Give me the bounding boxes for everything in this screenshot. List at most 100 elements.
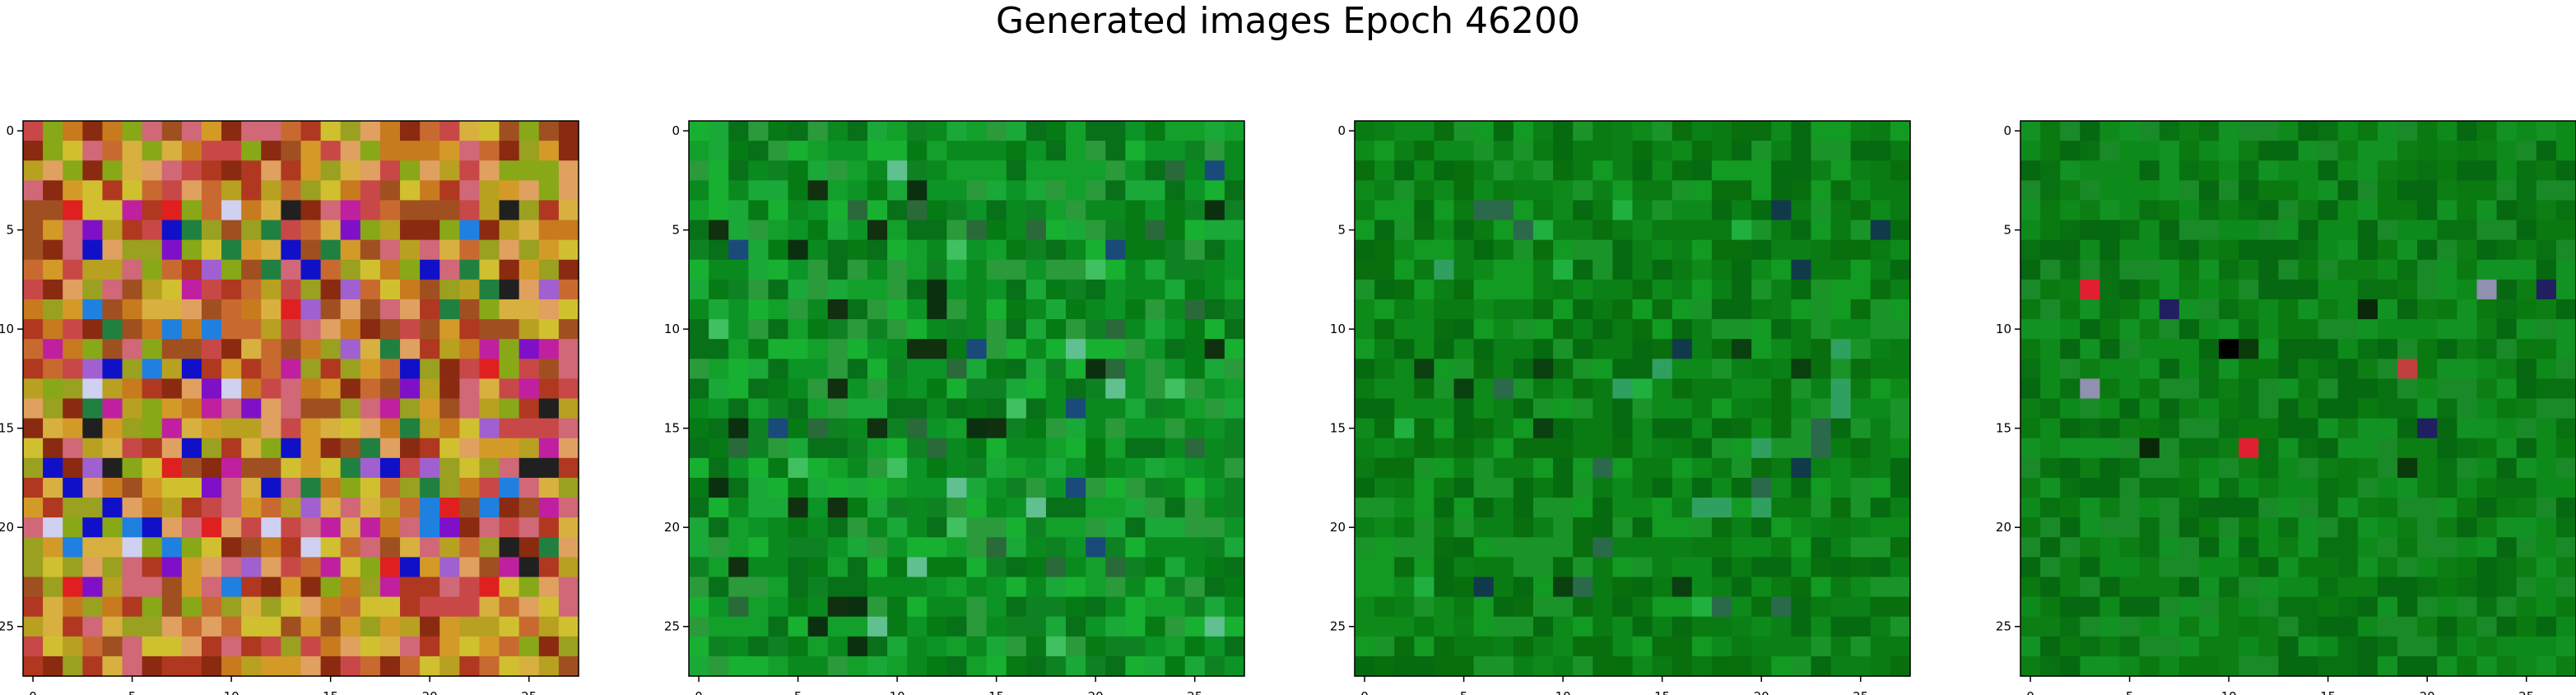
pixel-cell: [1573, 239, 1593, 261]
pixel-cell: [2239, 557, 2259, 578]
pixel-cell: [340, 477, 361, 498]
pixel-cell: [479, 359, 500, 379]
pixel-cell: [420, 498, 440, 518]
pixel-cell: [2278, 418, 2299, 439]
pixel-cell: [1374, 180, 1395, 202]
pixel-cell: [379, 378, 401, 400]
pixel-cell: [1890, 517, 1911, 538]
pixel-cell: [1165, 141, 1186, 161]
pixel-cell: [439, 477, 460, 498]
pixel-cell: [2457, 616, 2478, 637]
pixel-cell: [161, 577, 183, 598]
pixel-cell: [43, 398, 63, 419]
pixel-cell: [1145, 477, 1166, 498]
pixel-cell: [1732, 279, 1752, 300]
pixel-cell: [768, 279, 789, 300]
pixel-cell: [2159, 180, 2180, 202]
pixel-cell: [1105, 596, 1126, 618]
pixel-cell: [946, 378, 968, 400]
pixel-cell: [1473, 656, 1495, 677]
pixel-cell: [1025, 398, 1047, 419]
pixel-cell: [2020, 517, 2041, 538]
pixel-cell: [1394, 577, 1415, 598]
pixel-cell: [1414, 220, 1435, 241]
pixel-cell: [807, 299, 829, 320]
pixel-cell: [1165, 577, 1186, 598]
pixel-cell: [2020, 537, 2041, 558]
pixel-cell: [2516, 596, 2537, 618]
pixel-cell: [1473, 160, 1495, 181]
pixel-cell: [2457, 121, 2478, 141]
pixel-cell: [1612, 220, 1634, 241]
pixel-cell: [2198, 438, 2220, 459]
pixel-cell: [2476, 616, 2498, 637]
pixel-cell: [986, 457, 1007, 479]
pixel-cell: [1751, 418, 1772, 439]
pixel-cell: [1066, 160, 1086, 181]
pixel-cell: [2278, 239, 2299, 261]
pixel-cell: [360, 299, 381, 320]
pixel-cell: [2377, 438, 2398, 459]
pixel-cell: [1691, 636, 1713, 657]
pixel-cell: [2457, 498, 2478, 518]
pixel-cell: [2040, 656, 2061, 677]
pixel-cell: [1224, 636, 1245, 657]
pixel-cell: [689, 457, 709, 479]
pixel-cell: [2020, 220, 2041, 241]
pixel-cell: [887, 378, 908, 400]
pixel-cell: [709, 160, 729, 181]
pixel-cell: [1025, 279, 1047, 300]
pixel-cell: [728, 359, 749, 379]
pixel-cell: [1751, 279, 1772, 300]
pixel-cell: [2516, 537, 2537, 558]
pixel-cell: [2357, 498, 2378, 518]
pixel-cell: [2298, 339, 2319, 359]
pixel-cell: [2278, 596, 2299, 618]
pixel-cell: [1045, 517, 1067, 538]
pixel-cell: [1771, 656, 1792, 677]
pixel-cell: [2397, 517, 2418, 538]
pixel-cell: [2258, 616, 2279, 637]
pixel-cell: [788, 279, 809, 300]
pixel-cell: [181, 616, 202, 637]
pixel-cell: [1473, 438, 1495, 459]
pixel-cell: [927, 160, 947, 181]
pixel-cell: [2536, 200, 2557, 221]
pixel-cell: [43, 220, 63, 241]
pixel-cell: [2555, 616, 2576, 637]
pixel-cell: [2198, 299, 2220, 320]
pixel-cell: [1612, 141, 1634, 161]
pixel-cell: [2516, 398, 2537, 419]
pixel-cell: [2437, 121, 2457, 141]
pixel-cell: [1791, 319, 1812, 340]
pixel-cell: [2476, 160, 2498, 181]
pixel-cell: [518, 359, 540, 379]
pixel-cell: [1612, 378, 1634, 400]
pixel-cell: [340, 457, 361, 479]
pixel-cell: [2020, 180, 2041, 202]
pixel-cell: [1711, 378, 1732, 400]
pixel-cell: [1751, 220, 1772, 241]
pixel-cell: [2555, 359, 2576, 379]
pixel-cell: [320, 259, 342, 280]
pixel-cell: [2159, 537, 2180, 558]
pixel-cell: [2040, 557, 2061, 578]
pixel-cell: [499, 596, 520, 618]
pixel-cell: [2437, 457, 2457, 479]
pixel-cell: [1573, 121, 1593, 141]
pixel-cell: [2060, 180, 2081, 202]
pixel-cell: [420, 141, 440, 161]
pixel-cell: [82, 180, 104, 202]
pixel-cell: [320, 438, 342, 459]
pixel-cell: [1434, 279, 1455, 300]
pixel-cell: [2536, 517, 2557, 538]
pixel-cell: [1414, 656, 1435, 677]
pixel-cell: [63, 378, 83, 400]
pixel-cell: [986, 160, 1007, 181]
pixel-cell: [1612, 359, 1634, 379]
pixel-cell: [1850, 378, 1872, 400]
pixel-cell: [728, 319, 749, 340]
pixel-cell: [946, 457, 968, 479]
pixel-cell: [102, 577, 123, 598]
pixel-cell: [518, 636, 540, 657]
